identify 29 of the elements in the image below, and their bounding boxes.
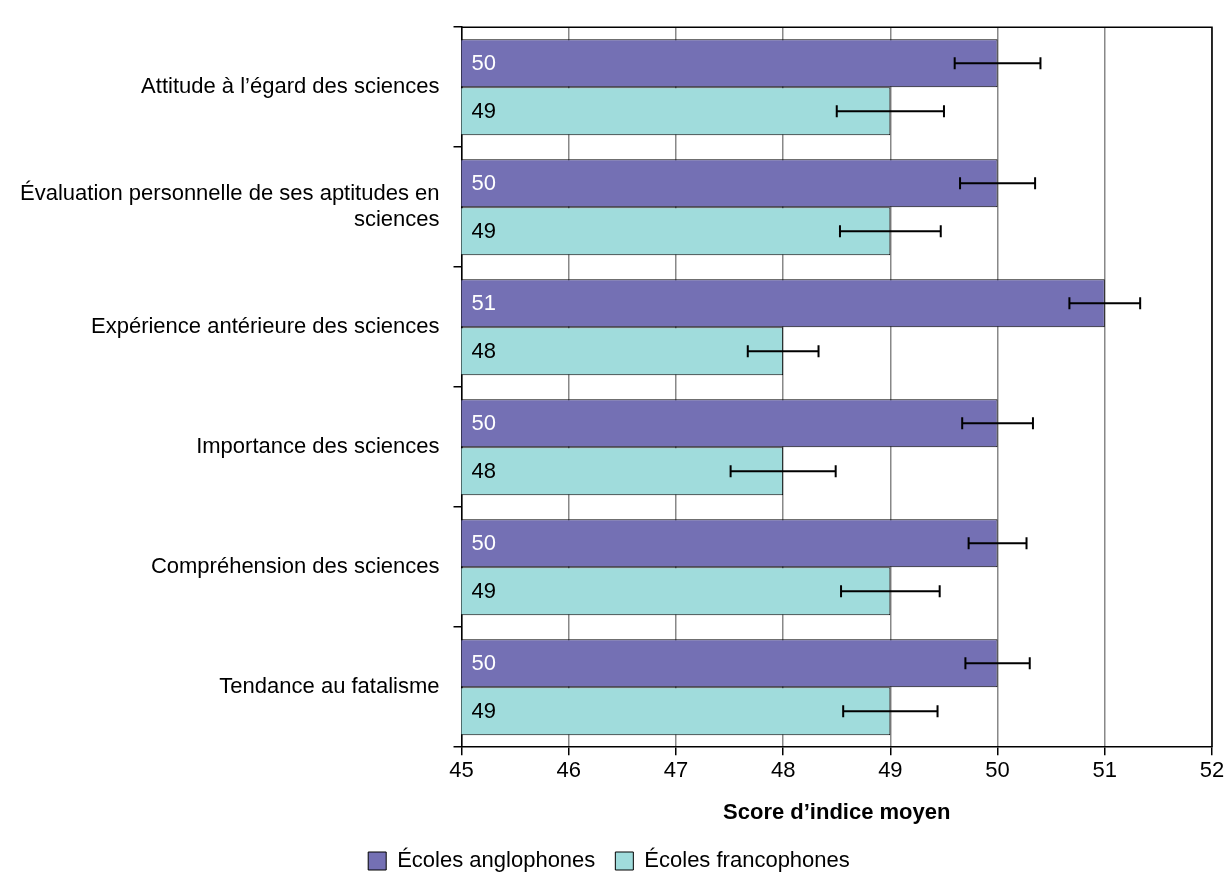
data-label: 51: [471, 290, 496, 316]
data-label: 48: [471, 458, 496, 484]
data-label: 48: [471, 338, 496, 364]
data-label: 49: [471, 698, 496, 724]
y-tick-label: Évaluation personnelle de ses aptitudes en sciences: [20, 180, 440, 232]
x-tick-label: 45: [449, 757, 474, 783]
legend-label: Écoles francophones: [644, 847, 850, 873]
data-label: 50: [471, 170, 496, 196]
x-tick-label: 48: [770, 757, 796, 783]
x-tick-label: 49: [878, 757, 903, 783]
y-tick-label: Tendance au fatalisme: [219, 673, 440, 699]
data-label: 50: [471, 410, 496, 436]
y-tick-label: Compréhension des sciences: [150, 553, 440, 579]
data-label: 49: [471, 98, 496, 124]
x-tick-label: 46: [556, 757, 581, 783]
x-tick-label: 47: [663, 757, 689, 783]
data-label: 50: [471, 530, 496, 556]
legend-label: Écoles anglophones: [397, 847, 596, 873]
x-tick-label: 50: [985, 757, 1010, 783]
y-tick-label: Expérience antérieure des sciences: [90, 313, 440, 339]
y-tick-label: Attitude à l’égard des sciences: [141, 73, 440, 99]
data-label: 50: [471, 50, 496, 76]
y-tick-label: Importance des sciences: [196, 433, 440, 459]
data-label: 50: [471, 650, 496, 676]
x-tick-label: 52: [1199, 757, 1225, 783]
data-label: 49: [471, 578, 496, 604]
x-axis-title: Score d’indice moyen: [723, 798, 951, 824]
data-label: 49: [471, 218, 496, 244]
x-tick-label: 51: [1092, 757, 1118, 783]
